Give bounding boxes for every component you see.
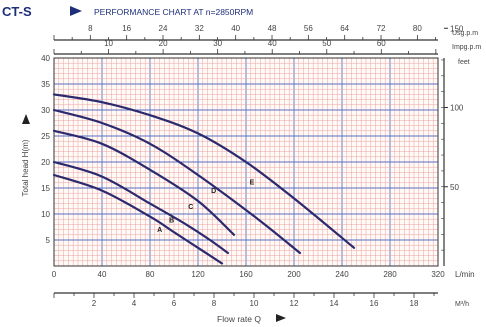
x-unit-top2: Impg.p.m <box>452 44 481 51</box>
m3h-tick-label: 4 <box>132 299 137 308</box>
x-tick-label: 240 <box>335 270 349 279</box>
usgpm-tick-label: 8 <box>88 24 93 33</box>
curve-b <box>52 160 230 255</box>
usgpm-tick-label: 16 <box>122 24 131 33</box>
y-tick-label: 5 <box>46 236 51 245</box>
x-unit-top1: Usg.p.m <box>452 30 478 37</box>
y-tick-label: 25 <box>41 132 50 141</box>
x-axis-label: Flow rate Q <box>217 314 261 324</box>
curve-label-d: D <box>211 188 216 195</box>
x-unit-main: L/min <box>455 270 475 279</box>
curve-label-c: C <box>188 204 193 211</box>
usgpm-tick-label: 40 <box>231 24 240 33</box>
pump-curves: AB C D E <box>52 93 356 265</box>
x-tick-label: 200 <box>287 270 301 279</box>
m3h-tick-label: 6 <box>172 299 177 308</box>
feet-tick-label: 50 <box>450 183 459 192</box>
curve-d <box>52 108 302 255</box>
curve-label-e: E <box>250 179 255 186</box>
y-axis-label: Total head H(m) <box>21 139 30 196</box>
x-unit-bottom: M³/h <box>455 301 469 308</box>
feet-tick-label: 100 <box>450 104 464 113</box>
impgpm-tick-label: 10 <box>104 39 113 48</box>
chart-title: PERFORMANCE CHART AT n=2850RPM <box>94 7 253 17</box>
impgpm-tick-label: 20 <box>159 39 168 48</box>
plot-grid <box>53 57 439 267</box>
m3h-tick-label: 12 <box>290 299 299 308</box>
usgpm-tick-label: 56 <box>304 24 313 33</box>
title-arrow-icon <box>70 6 82 16</box>
y-tick-label: 30 <box>41 106 50 115</box>
curve-e <box>52 93 356 249</box>
m3h-tick-label: 2 <box>92 299 97 308</box>
m3h-tick-label: 14 <box>330 299 339 308</box>
x-tick-label: 0 <box>52 270 57 279</box>
x-tick-label: 320 <box>431 270 445 279</box>
m3h-tick-label: 10 <box>250 299 259 308</box>
y-tick-label: 20 <box>41 158 50 167</box>
x-tick-label: 120 <box>191 270 205 279</box>
curve-label-b: B <box>169 217 174 224</box>
x-axis-arrow-icon <box>276 314 286 322</box>
chart-model: CT-S <box>2 4 32 19</box>
impgpm-tick-label: 50 <box>322 39 331 48</box>
y-tick-label: 35 <box>41 80 50 89</box>
curve-label-a: A <box>157 227 162 234</box>
y-unit-right: feet <box>458 59 470 66</box>
usgpm-tick-label: 80 <box>413 24 422 33</box>
x-tick-label: 160 <box>239 270 253 279</box>
x-tick-label: 80 <box>146 270 155 279</box>
y-axis-arrow-icon <box>22 114 30 124</box>
x-tick-label: 280 <box>383 270 397 279</box>
impgpm-tick-label: 60 <box>377 39 386 48</box>
m3h-tick-label: 8 <box>212 299 217 308</box>
tick-labels: 0 40 80 120 160 200 240 280 32051015202530354050… <box>41 24 464 308</box>
x-tick-label: 40 <box>98 270 107 279</box>
usgpm-tick-label: 72 <box>377 24 386 33</box>
curve-c <box>52 129 236 236</box>
usgpm-tick-label: 48 <box>268 24 277 33</box>
usgpm-tick-label: 24 <box>159 24 168 33</box>
y-tick-label: 40 <box>41 54 50 63</box>
curve-a <box>52 173 224 265</box>
m3h-tick-label: 18 <box>410 299 419 308</box>
feet-tick-label: 150 <box>450 24 464 33</box>
usgpm-tick-label: 32 <box>195 24 204 33</box>
y-tick-label: 15 <box>41 184 50 193</box>
impgpm-tick-label: 30 <box>213 39 222 48</box>
usgpm-tick-label: 64 <box>340 24 349 33</box>
m3h-tick-label: 16 <box>370 299 379 308</box>
y-tick-label: 10 <box>41 210 50 219</box>
plot-axes <box>53 27 448 298</box>
impgpm-tick-label: 40 <box>268 39 277 48</box>
